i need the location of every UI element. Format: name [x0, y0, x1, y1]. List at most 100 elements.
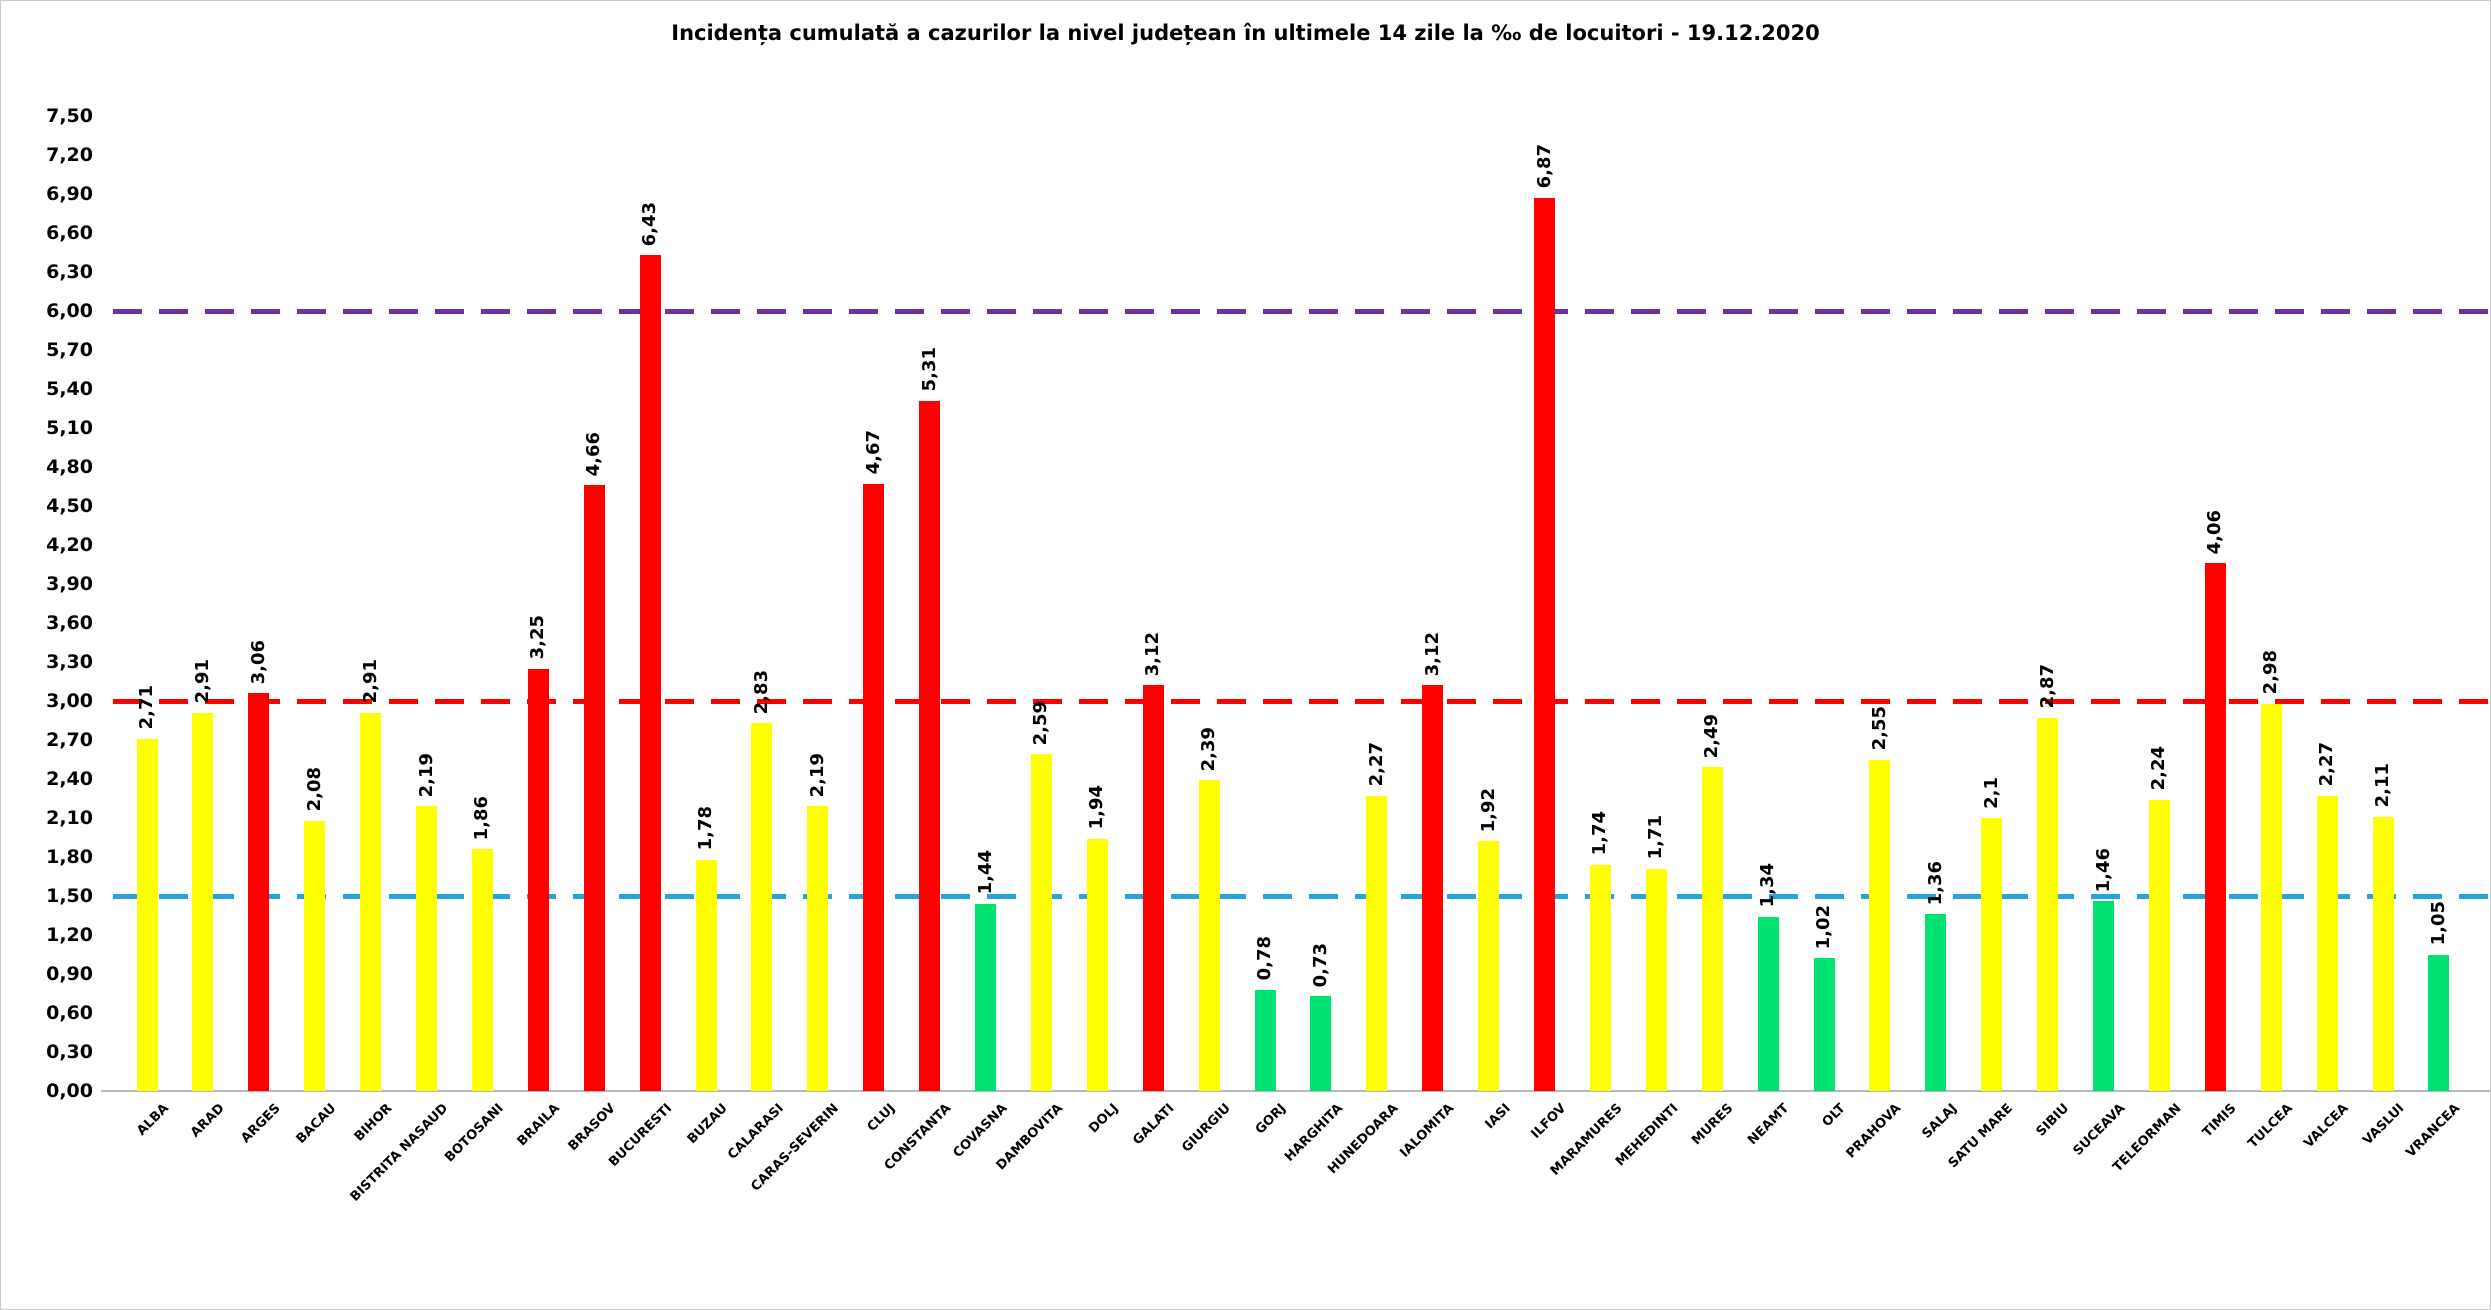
bar-bacau [304, 820, 326, 1091]
bar-value-label-bistrita-nasaud: 2,19 [415, 752, 437, 798]
bar-value-label-buzau: 1,78 [695, 806, 716, 851]
y-axis-tick-label-0-90: 0,90 [46, 963, 93, 985]
bar-neamt [1757, 916, 1779, 1091]
bar-value-label-maramures: 1,74 [1589, 811, 1611, 856]
x-axis-category-label-prahova: PRAHOVA [1844, 1101, 1905, 1162]
x-axis-category-label-neamt: NEAMT [1745, 1101, 1793, 1149]
x-axis-category-label-arges: ARGES [238, 1101, 284, 1147]
bar-buzau [695, 859, 717, 1091]
bar-brasov [583, 485, 605, 1091]
y-axis-tick-label-5-70: 5,70 [46, 339, 93, 361]
bar-value-label-satu-mare: 2,1 [1980, 777, 2002, 809]
bar-value-label-ialomita: 3,12 [1421, 631, 1443, 677]
x-axis-category-label-tulcea: TULCEA [2245, 1101, 2296, 1152]
bar-value-label-gorj: 0,78 [1254, 936, 1275, 981]
bar-cluj [863, 483, 885, 1091]
bar-value-label-alba: 2,71 [136, 685, 157, 730]
bar-value-label-dolj: 1,94 [1086, 785, 1108, 830]
x-axis-category-label-mures: MURES [1689, 1101, 1737, 1149]
x-axis-category-label-suceava: SUCEAVA [2070, 1101, 2129, 1159]
x-axis-category-label-giurgiu: GIURGIU [1179, 1101, 1234, 1156]
x-axis-category-label-arad: ARAD [187, 1101, 228, 1141]
bar-value-label-olt: 1,02 [1813, 904, 1834, 950]
y-axis-tick-label-3-90: 3,90 [46, 573, 93, 595]
bar-vrancea [2428, 954, 2450, 1091]
bar-tulcea [2260, 703, 2282, 1091]
y-axis-tick-label-3-60: 3,60 [46, 612, 93, 634]
y-axis-tick-label-7-20: 7,20 [46, 144, 93, 166]
bar-vaslui [2372, 816, 2394, 1091]
bar-value-label-mehedinti: 1,71 [1645, 815, 1667, 860]
bar-value-label-bihor: 2,91 [359, 659, 381, 704]
x-axis-category-label-vaslui: VASLUI [2360, 1101, 2408, 1149]
y-axis-tick-label-6-00: 6,00 [46, 300, 93, 322]
bar-botosani [471, 849, 493, 1091]
bar-galati [1142, 685, 1164, 1091]
bar-value-label-valcea: 2,27 [2316, 742, 2338, 787]
x-axis-category-label-olt: OLT [1819, 1101, 1849, 1131]
bar-mures [1701, 767, 1723, 1091]
chart-title: Incidența cumulată a cazurilor la nivel … [671, 21, 1820, 45]
x-axis-category-label-ilfov: ILFOV [1528, 1101, 1570, 1142]
bar-mehedinti [1645, 868, 1667, 1091]
bar-value-label-teleorman: 2,24 [2148, 746, 2170, 791]
bar-valcea [2316, 795, 2338, 1091]
x-axis-category-label-brasov: BRASOV [565, 1101, 619, 1155]
x-axis-category-label-ialomita: IALOMITA [1397, 1101, 1458, 1161]
bar-salaj [1925, 914, 1947, 1091]
bar-alba [136, 738, 158, 1091]
x-axis-category-label-valcea: VALCEA [2301, 1101, 2352, 1152]
bar-value-label-ilfov: 6,87 [1533, 144, 1555, 189]
y-axis-tick-label-1-80: 1,80 [46, 846, 93, 868]
bar-value-label-vrancea: 1,05 [2427, 901, 2449, 946]
bar-value-label-constanta: 5,31 [918, 347, 940, 392]
bar-value-label-timis: 4,06 [2204, 509, 2226, 555]
bar-value-label-bucuresti: 6,43 [639, 201, 661, 247]
bar-bistrita-nasaud [416, 806, 437, 1091]
reference-line-3-00 [113, 698, 2490, 704]
bar-sibiu [2037, 717, 2059, 1091]
y-axis-tick-label-5-40: 5,40 [46, 378, 93, 400]
bar-arges [248, 693, 270, 1091]
y-axis-tick-label-3-30: 3,30 [46, 651, 93, 673]
x-axis-category-label-braila: BRAILA [514, 1101, 563, 1150]
bar-hunedoara [1366, 795, 1388, 1091]
bar-value-label-arges: 3,06 [247, 639, 269, 685]
bar-value-label-dambovita: 2,59 [1030, 700, 1052, 746]
bar-gorj [1254, 989, 1276, 1091]
bar-prahova [1869, 759, 1891, 1091]
y-axis-tick-label-0-00: 0,00 [46, 1080, 93, 1102]
bar-value-label-galati: 3,12 [1142, 631, 1164, 677]
bar-value-label-caras-severin: 2,19 [806, 752, 828, 798]
bar-suceava [2093, 901, 2114, 1091]
y-axis-tick-label-4-80: 4,80 [46, 456, 93, 478]
x-axis-category-label-timis: TIMIS [2200, 1101, 2240, 1141]
bar-giurgiu [1198, 780, 1220, 1091]
y-axis-tick-label-6-30: 6,30 [46, 261, 93, 283]
x-axis-line [101, 1090, 2490, 1092]
y-axis-tick-label-4-50: 4,50 [46, 495, 93, 517]
bar-value-label-botosani: 1,86 [471, 795, 493, 841]
bar-constanta [919, 400, 941, 1091]
bar-bucuresti [639, 255, 661, 1091]
bar-value-label-vaslui: 2,11 [2372, 763, 2393, 808]
x-axis-category-label-dolj: DOLJ [1086, 1101, 1122, 1137]
y-axis-tick-label-0-60: 0,60 [46, 1002, 93, 1024]
bar-value-label-harghita: 0,73 [1309, 942, 1331, 988]
x-axis-category-label-buzau: BUZAU [684, 1101, 731, 1148]
bar-value-label-neamt: 1,34 [1757, 863, 1779, 908]
y-axis-tick-label-4-20: 4,20 [46, 534, 93, 556]
x-axis-category-label-alba: ALBA [133, 1101, 172, 1139]
y-axis-tick-label-6-60: 6,60 [46, 222, 93, 244]
bar-value-label-tulcea: 2,98 [2260, 650, 2282, 695]
y-axis-tick-label-2-70: 2,70 [46, 729, 93, 751]
bar-maramures [1589, 864, 1611, 1091]
bar-ilfov [1534, 197, 1555, 1091]
x-axis-category-label-covasna: COVASNA [950, 1101, 1011, 1161]
bar-calarasi [751, 723, 773, 1091]
bar-teleorman [2148, 799, 2170, 1091]
bar-olt [1813, 958, 1835, 1091]
bar-braila [527, 668, 549, 1091]
bar-value-label-braila: 3,25 [527, 615, 549, 660]
bar-bihor [360, 712, 382, 1091]
